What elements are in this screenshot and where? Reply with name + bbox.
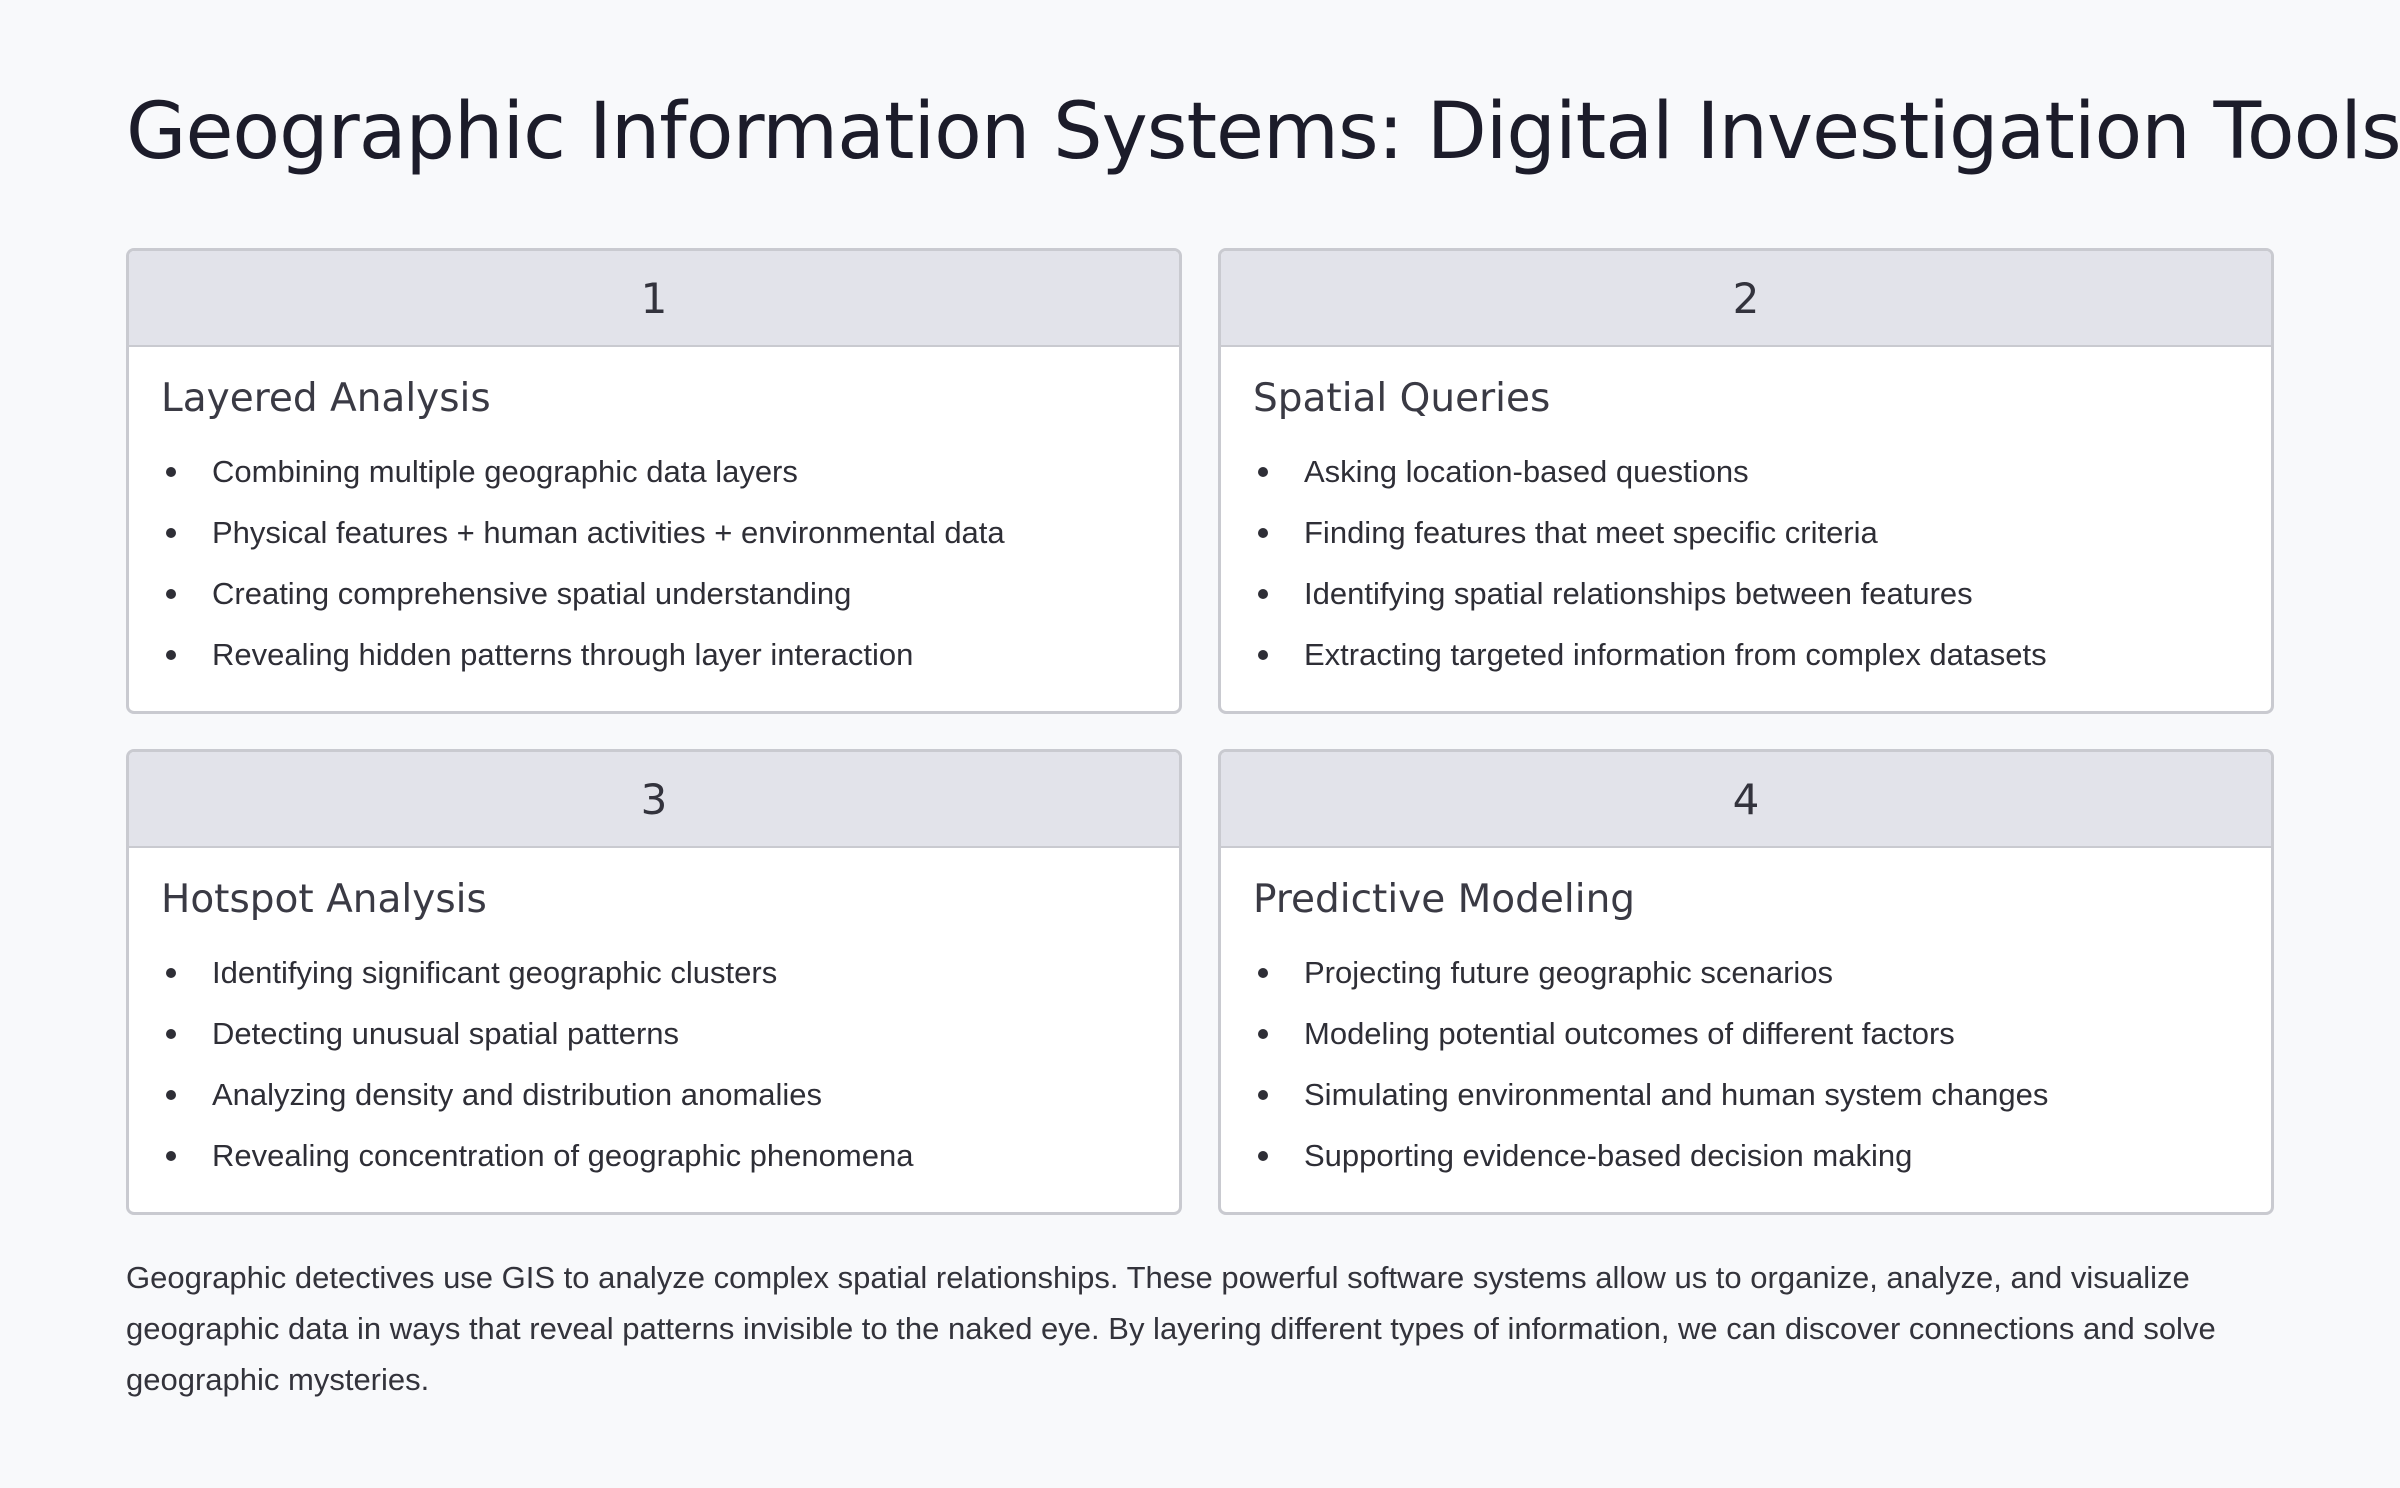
bullet-item: Physical features + human activities + e… <box>161 502 1147 563</box>
bullet-text: Extracting targeted information from com… <box>1304 637 2047 672</box>
bullet-text: Detecting unusual spatial patterns <box>212 1016 680 1051</box>
bullet-item: Analyzing density and distribution anoma… <box>161 1064 1147 1125</box>
bullet-item: Modeling potential outcomes of different… <box>1253 1003 2239 1064</box>
bullet-list: Asking location-based questions Finding … <box>1253 441 2239 685</box>
bullet-item: Combining multiple geographic data layer… <box>161 441 1147 502</box>
bullet-text: Identifying spatial relationships betwee… <box>1304 576 1973 611</box>
card-body: Hotspot Analysis Identifying significant… <box>129 848 1179 1186</box>
bullet-text: Simulating environmental and human syste… <box>1304 1077 2049 1112</box>
bullet-icon <box>166 467 176 477</box>
bullet-icon <box>1258 528 1268 538</box>
bullet-text: Projecting future geographic scenarios <box>1304 955 1834 990</box>
bullet-icon <box>1258 589 1268 599</box>
bullet-text: Creating comprehensive spatial understan… <box>212 576 852 611</box>
bullet-text: Supporting evidence-based decision makin… <box>1304 1138 1913 1173</box>
bullet-item: Simulating environmental and human syste… <box>1253 1064 2239 1125</box>
card-body: Layered Analysis Combining multiple geog… <box>129 347 1179 685</box>
bullet-text: Revealing hidden patterns through layer … <box>212 637 914 672</box>
bullet-item: Identifying spatial relationships betwee… <box>1253 563 2239 624</box>
bullet-text: Modeling potential outcomes of different… <box>1304 1016 1955 1051</box>
bullet-icon <box>1258 650 1268 660</box>
bullet-item: Asking location-based questions <box>1253 441 2239 502</box>
bullet-item: Supporting evidence-based decision makin… <box>1253 1125 2239 1186</box>
page-title: Geographic Information Systems: Digital … <box>126 87 2400 177</box>
bullet-icon <box>1258 1151 1268 1161</box>
bullet-icon <box>166 968 176 978</box>
bullet-icon <box>1258 1029 1268 1039</box>
bullet-icon <box>1258 968 1268 978</box>
bullet-item: Extracting targeted information from com… <box>1253 624 2239 685</box>
bullet-list: Identifying significant geographic clust… <box>161 942 1147 1186</box>
bullet-text: Identifying significant geographic clust… <box>212 955 778 990</box>
card-predictive-modeling: 4 Predictive Modeling Projecting future … <box>1218 749 2274 1215</box>
card-grid: 1 Layered Analysis Combining multiple ge… <box>126 248 2274 1215</box>
card-hotspot-analysis: 3 Hotspot Analysis Identifying significa… <box>126 749 1182 1215</box>
card-title: Predictive Modeling <box>1253 877 1636 922</box>
bullet-item: Revealing concentration of geographic ph… <box>161 1125 1147 1186</box>
card-number: 4 <box>1221 752 2271 848</box>
card-spatial-queries: 2 Spatial Queries Asking location-based … <box>1218 248 2274 714</box>
card-title: Hotspot Analysis <box>161 877 487 922</box>
bullet-icon <box>1258 467 1268 477</box>
bullet-text: Physical features + human activities + e… <box>212 515 1005 550</box>
bullet-icon <box>166 1029 176 1039</box>
card-body: Spatial Queries Asking location-based qu… <box>1221 347 2271 685</box>
bullet-icon <box>166 1151 176 1161</box>
bullet-item: Projecting future geographic scenarios <box>1253 942 2239 1003</box>
card-layered-analysis: 1 Layered Analysis Combining multiple ge… <box>126 248 1182 714</box>
bullet-item: Revealing hidden patterns through layer … <box>161 624 1147 685</box>
bullet-text: Finding features that meet specific crit… <box>1304 515 1878 550</box>
bullet-text: Combining multiple geographic data layer… <box>212 454 798 489</box>
bullet-icon <box>1258 1090 1268 1100</box>
card-body: Predictive Modeling Projecting future ge… <box>1221 848 2271 1186</box>
card-title: Spatial Queries <box>1253 376 1551 421</box>
bullet-item: Identifying significant geographic clust… <box>161 942 1147 1003</box>
card-number: 2 <box>1221 251 2271 347</box>
bullet-item: Finding features that meet specific crit… <box>1253 502 2239 563</box>
bullet-icon <box>166 650 176 660</box>
bullet-text: Revealing concentration of geographic ph… <box>212 1138 914 1173</box>
bullet-icon <box>166 589 176 599</box>
card-number: 3 <box>129 752 1179 848</box>
bullet-item: Creating comprehensive spatial understan… <box>161 563 1147 624</box>
card-number: 1 <box>129 251 1179 347</box>
bullet-icon <box>166 1090 176 1100</box>
bullet-text: Analyzing density and distribution anoma… <box>212 1077 823 1112</box>
card-title: Layered Analysis <box>161 376 491 421</box>
bullet-list: Combining multiple geographic data layer… <box>161 441 1147 685</box>
bullet-icon <box>166 528 176 538</box>
bullet-text: Asking location-based questions <box>1304 454 1749 489</box>
bullet-item: Detecting unusual spatial patterns <box>161 1003 1147 1064</box>
summary-paragraph: Geographic detectives use GIS to analyze… <box>126 1260 2216 1397</box>
bullet-list: Projecting future geographic scenarios M… <box>1253 942 2239 1186</box>
